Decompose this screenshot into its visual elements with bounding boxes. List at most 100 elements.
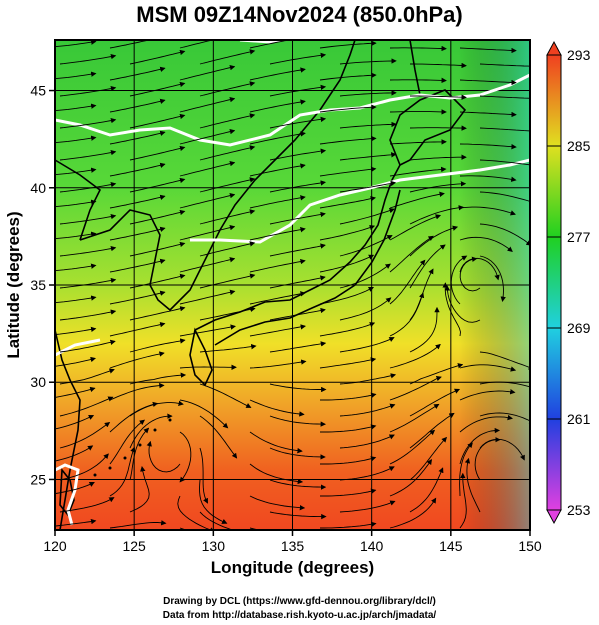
streamline xyxy=(109,351,165,369)
streamline xyxy=(409,125,467,131)
streamline xyxy=(410,62,467,69)
streamline xyxy=(339,121,397,129)
streamline xyxy=(199,113,256,129)
map-title: MSM 09Z14Nov2024 (850.0hPa) xyxy=(136,2,463,27)
streamline xyxy=(109,194,166,209)
streamline xyxy=(55,326,97,336)
streamline xyxy=(339,337,395,353)
streamline xyxy=(339,434,395,449)
streamline xyxy=(269,275,326,289)
y-tick-label: 35 xyxy=(30,277,46,293)
streamline xyxy=(269,341,327,353)
y-tick-label: 40 xyxy=(30,180,46,196)
x-tick-label: 135 xyxy=(281,538,305,554)
x-tick-label: 125 xyxy=(122,538,146,554)
streamline xyxy=(199,383,252,408)
streamline xyxy=(459,389,516,401)
streamline xyxy=(319,40,377,49)
streamline xyxy=(199,241,256,257)
streamline xyxy=(59,396,114,417)
streamline xyxy=(249,359,307,369)
streamline xyxy=(55,356,96,367)
streamline xyxy=(55,481,95,495)
coastline-sakhalin xyxy=(409,40,421,96)
streamline xyxy=(109,401,159,433)
streamline xyxy=(269,148,327,161)
streamline xyxy=(199,273,256,289)
streamline xyxy=(109,258,166,273)
streamline xyxy=(129,177,186,193)
streamline xyxy=(249,399,305,417)
streamline xyxy=(320,392,377,401)
streamline xyxy=(459,256,481,292)
streamline xyxy=(459,472,467,529)
streamline xyxy=(109,321,166,337)
streamline xyxy=(109,419,146,465)
streamline xyxy=(459,143,517,150)
streamline xyxy=(459,364,517,372)
streamline xyxy=(339,373,397,385)
streamline xyxy=(179,257,236,273)
streamline xyxy=(339,207,395,225)
streamline xyxy=(59,497,115,513)
streamline xyxy=(179,192,236,209)
streamline xyxy=(55,263,97,272)
streamline xyxy=(109,40,151,49)
streamline xyxy=(129,81,186,97)
streamline xyxy=(319,166,377,177)
streamline xyxy=(479,159,530,166)
coastline-mainland xyxy=(55,329,81,530)
streamline xyxy=(249,227,306,241)
streamline xyxy=(269,84,327,97)
colorbar-gradient xyxy=(546,54,562,511)
colorbar-tick-label: 261 xyxy=(567,411,591,427)
streamline xyxy=(129,338,186,353)
streamline xyxy=(269,52,327,65)
streamline xyxy=(55,445,94,462)
streamline xyxy=(389,403,440,433)
streamline xyxy=(269,307,326,321)
y-tick-label: 45 xyxy=(30,83,46,99)
streamline xyxy=(389,459,433,497)
streamline xyxy=(55,231,97,240)
streamline xyxy=(179,128,236,145)
streamline xyxy=(479,63,530,67)
streamline xyxy=(179,64,236,81)
streamline xyxy=(479,95,530,99)
streamline xyxy=(269,415,326,427)
streamline xyxy=(319,357,377,369)
streamline xyxy=(389,376,442,401)
streamline xyxy=(59,421,111,449)
streamline xyxy=(249,324,306,337)
x-tick-label: 145 xyxy=(439,538,463,554)
streamline xyxy=(249,495,306,511)
colorbar-tick-label: 269 xyxy=(567,320,591,336)
streamline xyxy=(249,463,304,485)
streamline xyxy=(479,223,530,246)
streamline xyxy=(179,399,229,429)
streamline xyxy=(389,191,445,209)
streamline xyxy=(59,213,117,225)
streamline xyxy=(269,447,326,460)
coastline-korea xyxy=(79,40,356,312)
streamline xyxy=(129,466,150,513)
streamline xyxy=(55,295,97,304)
streamline xyxy=(479,381,530,388)
colorbar-top-arrow xyxy=(546,40,562,56)
streamline xyxy=(55,40,97,48)
wind-streamlines xyxy=(55,40,530,530)
coastline-honshu-south xyxy=(214,189,401,346)
streamline xyxy=(409,306,440,353)
streamline xyxy=(59,277,117,289)
streamline xyxy=(319,135,377,145)
streamline xyxy=(109,226,166,241)
streamline xyxy=(179,324,236,337)
streamline xyxy=(459,47,517,54)
streamline xyxy=(129,49,186,65)
streamline xyxy=(199,447,208,504)
streamline xyxy=(177,495,216,530)
streamline xyxy=(109,382,165,401)
streamline xyxy=(179,40,215,49)
streamline xyxy=(319,322,376,337)
